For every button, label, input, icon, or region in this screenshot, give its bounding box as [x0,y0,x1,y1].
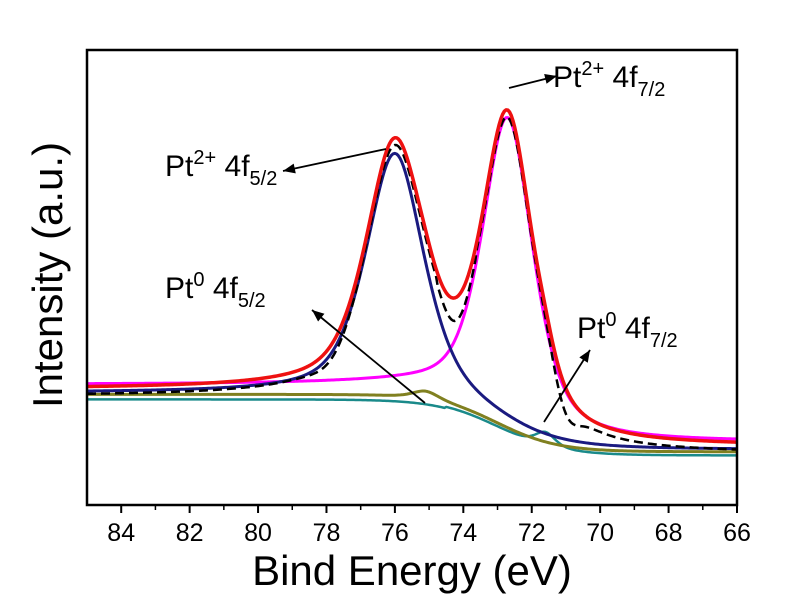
series-pt2-4f52 [86,151,738,451]
annotation-label: Pt2+ 4f7/2 [553,58,665,101]
arrowhead-icon [544,74,557,84]
annotation-superscript: 2+ [193,147,216,169]
annotation-base: Pt [577,312,606,345]
x-axis-ticks: 84 82 80 78 76 74 72 70 68 66 [107,505,751,547]
arrowhead-icon [283,163,296,174]
x-tick-label: 72 [518,519,546,547]
arrowhead-icon [312,310,325,322]
annotation-superscript: 2+ [581,58,604,80]
annotation-arrow-line [543,349,591,423]
annotation-pt2-72: Pt2+ 4f7/2 [508,58,665,101]
annotation-base: Pt [553,61,582,94]
annotation-orbital: 4f [216,150,250,183]
annotation-pt2-52: Pt2+ 4f5/2 [165,147,387,190]
series-raw-data [86,115,738,451]
annotation-orbital: 4f [604,61,638,94]
annotation-subscript: 5/2 [238,290,266,312]
annotation-pt0-72: Pt0 4f7/2 [543,309,678,423]
annotation-subscript: 5/2 [250,168,278,190]
x-tick-label: 82 [176,519,204,547]
x-tick-label: 70 [586,519,614,547]
x-tick-label: 74 [449,519,477,547]
annotation-orbital: 4f [204,272,238,305]
curves-group [86,108,738,457]
annotation-base: Pt [165,272,194,305]
plot-frame [85,48,739,507]
x-tick-label: 68 [655,519,683,547]
annotation-base: Pt [165,150,194,183]
x-tick-label: 80 [244,519,272,547]
x-tick-label: 78 [313,519,341,547]
x-tick-label: 66 [723,519,751,547]
x-tick-label: 76 [381,519,409,547]
series-envelope [86,108,738,444]
series-pt0-4f72 [87,398,737,457]
annotation-superscript: 0 [193,269,204,291]
annotation-pt0-52: Pt0 4f5/2 [165,269,426,404]
annotation-subscript: 7/2 [650,330,678,352]
annotation-arrow-line [311,309,426,404]
annotation-label: Pt2+ 4f5/2 [165,147,277,190]
annotation-label: Pt0 4f7/2 [577,309,678,352]
annotation-orbital: 4f [616,312,650,345]
annotation-subscript: 7/2 [638,79,666,101]
annotation-superscript: 0 [605,309,616,331]
y-axis-title: Intensity (a.u.) [24,142,71,408]
annotation-arrow-line [282,148,387,172]
x-tick-label: 84 [107,519,135,547]
annotation-label: Pt0 4f5/2 [165,269,266,312]
arrowhead-icon [579,350,590,363]
x-axis-title: Bind Energy (eV) [252,547,572,594]
